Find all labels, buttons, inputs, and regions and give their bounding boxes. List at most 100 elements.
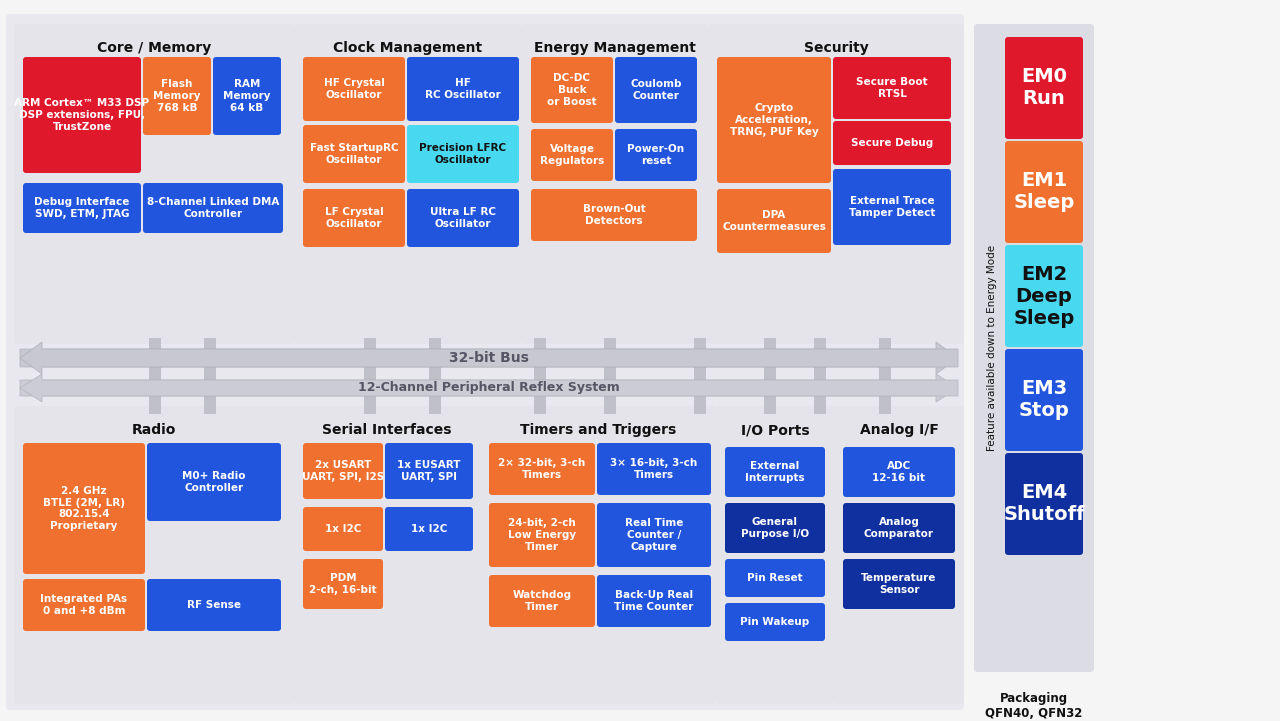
Text: Crypto
Acceleration,
TRNG, PUF Key: Crypto Acceleration, TRNG, PUF Key [730,103,818,136]
FancyBboxPatch shape [844,447,955,497]
FancyBboxPatch shape [294,24,522,344]
FancyBboxPatch shape [407,57,518,121]
Text: RAM
Memory
64 kB: RAM Memory 64 kB [223,79,271,112]
Text: Flash
Memory
768 kB: Flash Memory 768 kB [154,79,201,112]
FancyBboxPatch shape [717,57,831,183]
FancyBboxPatch shape [204,338,216,414]
FancyBboxPatch shape [724,603,826,641]
FancyBboxPatch shape [1005,245,1083,347]
Text: Precision LFRC
Oscillator: Precision LFRC Oscillator [420,143,507,165]
FancyBboxPatch shape [14,406,294,704]
FancyBboxPatch shape [596,575,710,627]
FancyBboxPatch shape [596,503,710,567]
Text: General
Purpose I/O: General Purpose I/O [741,517,809,539]
FancyBboxPatch shape [23,443,145,574]
FancyBboxPatch shape [385,507,474,551]
Text: EM0
Run: EM0 Run [1021,68,1068,108]
FancyBboxPatch shape [1005,37,1083,139]
FancyBboxPatch shape [833,169,951,245]
Text: HF
RC Oscillator: HF RC Oscillator [425,78,500,99]
Text: Brown-Out
Detectors: Brown-Out Detectors [582,204,645,226]
Text: 3× 16-bit, 3-ch
Timers: 3× 16-bit, 3-ch Timers [611,459,698,479]
Text: 24-bit, 2-ch
Low Energy
Timer: 24-bit, 2-ch Low Energy Timer [508,518,576,552]
Text: Back-Up Real
Time Counter: Back-Up Real Time Counter [614,590,694,612]
Text: External Trace
Tamper Detect: External Trace Tamper Detect [849,196,936,218]
Text: Secure Boot
RTSL: Secure Boot RTSL [856,77,928,99]
Text: Analog I/F: Analog I/F [860,423,938,437]
Text: Feature available down to Energy Mode: Feature available down to Energy Mode [987,245,997,451]
FancyBboxPatch shape [724,503,826,553]
FancyBboxPatch shape [23,183,141,233]
Text: EM2
Deep
Sleep: EM2 Deep Sleep [1014,265,1075,327]
Text: 1x I2C: 1x I2C [325,524,361,534]
FancyBboxPatch shape [14,24,294,344]
Text: Serial Interfaces: Serial Interfaces [323,423,452,437]
Text: 2× 32-bit, 3-ch
Timers: 2× 32-bit, 3-ch Timers [498,459,586,479]
Text: Core / Memory: Core / Memory [97,41,211,55]
FancyBboxPatch shape [23,579,145,631]
Text: ARM Cortex™ M33 DSP
DSP extensions, FPU,
TrustZone: ARM Cortex™ M33 DSP DSP extensions, FPU,… [14,98,150,132]
FancyBboxPatch shape [531,57,613,123]
FancyBboxPatch shape [364,338,376,414]
Text: EM4
Shutoff: EM4 Shutoff [1004,484,1085,524]
FancyBboxPatch shape [143,57,211,135]
Text: 1x I2C: 1x I2C [411,524,447,534]
FancyBboxPatch shape [833,121,951,165]
FancyArrow shape [20,374,957,402]
FancyBboxPatch shape [407,125,518,183]
FancyBboxPatch shape [716,406,835,704]
Text: 2x USART
UART, SPI, I2S: 2x USART UART, SPI, I2S [302,460,384,482]
FancyBboxPatch shape [303,189,404,247]
Text: Security: Security [804,41,868,55]
Text: ADC
12-16 bit: ADC 12-16 bit [873,461,925,483]
FancyBboxPatch shape [724,447,826,497]
FancyBboxPatch shape [143,183,283,233]
Text: 2.4 GHz
BTLE (2M, LR)
802.15.4
Proprietary: 2.4 GHz BTLE (2M, LR) 802.15.4 Proprieta… [44,486,125,531]
FancyBboxPatch shape [1005,453,1083,555]
Text: Secure Debug: Secure Debug [851,138,933,148]
FancyBboxPatch shape [844,559,955,609]
Text: Packaging
QFN40, QFN32: Packaging QFN40, QFN32 [986,692,1083,720]
FancyBboxPatch shape [303,57,404,121]
Text: 1x EUSART
UART, SPI: 1x EUSART UART, SPI [397,460,461,482]
FancyBboxPatch shape [531,129,613,181]
Text: Radio: Radio [132,423,177,437]
FancyBboxPatch shape [974,24,1094,672]
Text: Integrated PAs
0 and +8 dBm: Integrated PAs 0 and +8 dBm [41,594,128,616]
Text: Watchdog
Timer: Watchdog Timer [512,590,572,612]
FancyBboxPatch shape [835,406,964,704]
Text: Power-On
reset: Power-On reset [627,144,685,166]
Text: Real Time
Counter /
Capture: Real Time Counter / Capture [625,518,684,552]
FancyBboxPatch shape [6,14,964,710]
FancyBboxPatch shape [1005,349,1083,451]
Text: Voltage
Regulators: Voltage Regulators [540,144,604,166]
FancyBboxPatch shape [148,338,161,414]
Text: EM1
Sleep: EM1 Sleep [1014,172,1075,213]
Text: Energy Management: Energy Management [534,41,696,55]
FancyBboxPatch shape [844,503,955,553]
FancyBboxPatch shape [385,443,474,499]
Text: DC-DC
Buck
or Boost: DC-DC Buck or Boost [547,74,596,107]
Text: Fast StartupRC
Oscillator: Fast StartupRC Oscillator [310,143,398,165]
Text: 12-Channel Peripheral Reflex System: 12-Channel Peripheral Reflex System [358,381,620,394]
FancyBboxPatch shape [833,57,951,119]
Text: EM3
Stop: EM3 Stop [1019,379,1069,420]
FancyBboxPatch shape [764,338,776,414]
FancyBboxPatch shape [303,125,404,183]
FancyBboxPatch shape [694,338,707,414]
Text: Pin Reset: Pin Reset [748,573,803,583]
FancyBboxPatch shape [303,507,383,551]
Text: LF Crystal
Oscillator: LF Crystal Oscillator [325,207,384,229]
FancyBboxPatch shape [489,575,595,627]
FancyBboxPatch shape [489,443,595,495]
FancyBboxPatch shape [303,443,383,499]
FancyBboxPatch shape [522,24,708,344]
FancyBboxPatch shape [724,559,826,597]
FancyBboxPatch shape [23,57,141,173]
Text: Timers and Triggers: Timers and Triggers [520,423,676,437]
Text: 32-bit Bus: 32-bit Bus [449,351,529,365]
FancyBboxPatch shape [407,189,518,247]
FancyBboxPatch shape [596,443,710,495]
Text: I/O Ports: I/O Ports [741,423,809,437]
FancyArrow shape [20,374,957,402]
